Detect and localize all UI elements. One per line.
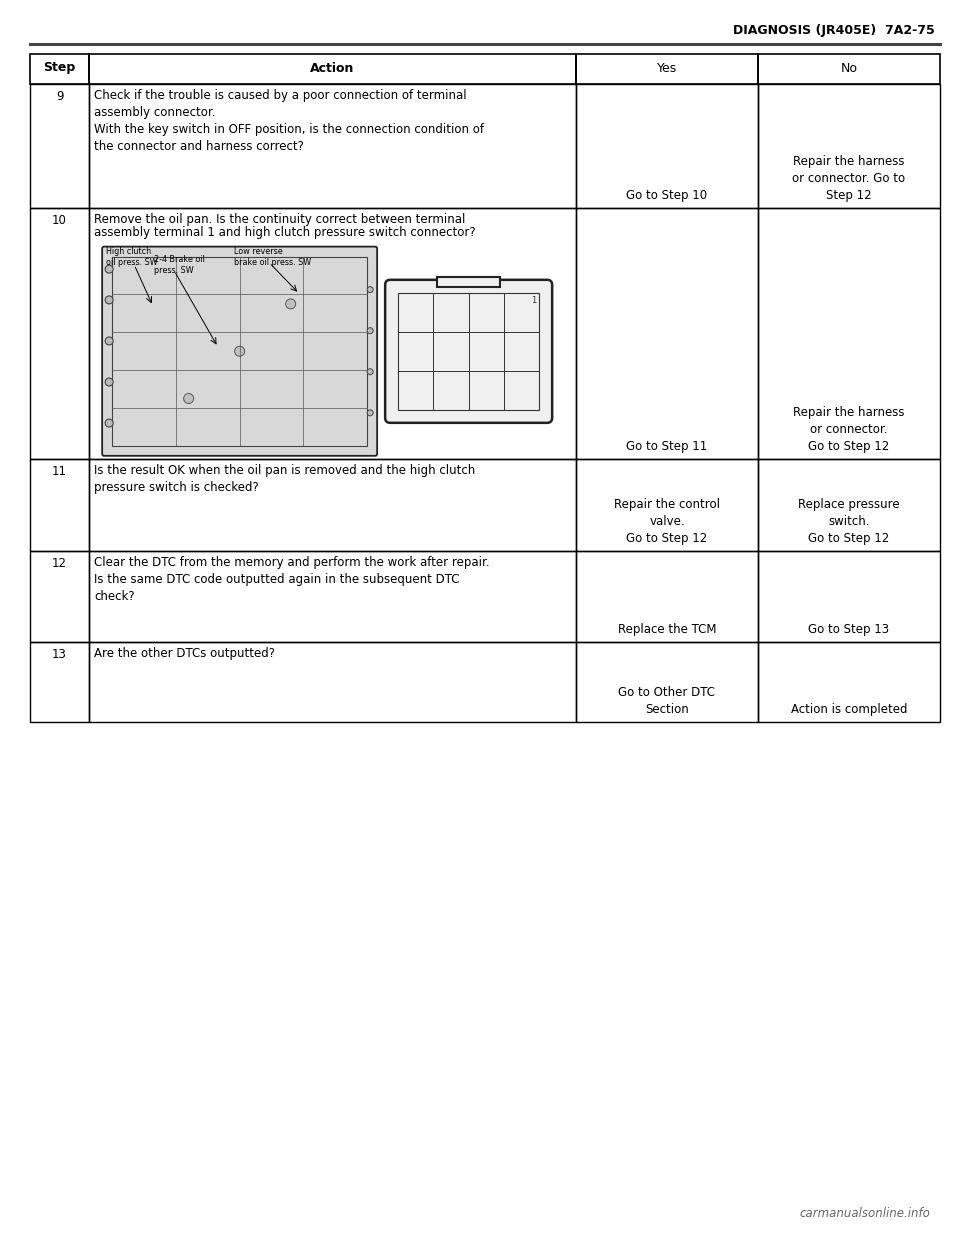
Bar [758, 53, 940, 84]
Bar [112, 257, 367, 446]
Circle shape [234, 347, 245, 356]
Bar [576, 84, 758, 207]
Circle shape [367, 287, 373, 293]
Text: Low reverse
brake oil press. SW: Low reverse brake oil press. SW [234, 247, 311, 267]
Bar [576, 207, 758, 458]
Text: 10: 10 [52, 214, 67, 226]
Bar [89, 550, 576, 642]
Text: 2-4 Brake oil
press. SW: 2-4 Brake oil press. SW [155, 255, 205, 276]
Text: Go to Step 13: Go to Step 13 [808, 623, 890, 636]
Text: Check if the trouble is caused by a poor connection of terminal
assembly connect: Check if the trouble is caused by a poor… [94, 89, 484, 153]
Text: Go to Step 10: Go to Step 10 [627, 189, 708, 201]
Bar [758, 207, 940, 458]
Text: Yes: Yes [657, 62, 677, 75]
Text: No: No [841, 62, 857, 75]
Text: Repair the harness
or connector. Go to
Step 12: Repair the harness or connector. Go to S… [792, 154, 905, 201]
Text: 1: 1 [531, 296, 536, 304]
Text: Replace the TCM: Replace the TCM [617, 623, 716, 636]
Text: Repair the harness
or connector.
Go to Step 12: Repair the harness or connector. Go to S… [793, 406, 904, 453]
Text: Are the other DTCs outputted?: Are the other DTCs outputted? [94, 647, 276, 661]
Text: 11: 11 [52, 465, 67, 478]
Text: Repair the control
valve.
Go to Step 12: Repair the control valve. Go to Step 12 [614, 498, 720, 544]
Bar [30, 642, 89, 722]
Text: 9: 9 [56, 89, 63, 103]
Circle shape [183, 394, 194, 404]
Text: Step: Step [43, 62, 76, 75]
Bar [89, 84, 576, 207]
Bar [398, 293, 540, 410]
Bar [437, 277, 500, 287]
Bar [89, 207, 576, 458]
Text: High clutch
oil press. SW: High clutch oil press. SW [107, 247, 157, 267]
Text: Clear the DTC from the memory and perform the work after repair.
Is the same DTC: Clear the DTC from the memory and perfor… [94, 555, 490, 602]
Text: Action: Action [310, 62, 355, 75]
FancyBboxPatch shape [102, 247, 377, 456]
Circle shape [106, 419, 113, 427]
Bar [89, 458, 576, 550]
Text: carmanualsonline.info: carmanualsonline.info [799, 1207, 930, 1220]
Circle shape [106, 265, 113, 273]
Bar [89, 53, 576, 84]
Bar [30, 550, 89, 642]
Bar [576, 458, 758, 550]
Bar [30, 207, 89, 458]
Bar [89, 642, 576, 722]
Text: 12: 12 [52, 556, 67, 570]
Bar [576, 642, 758, 722]
Text: Remove the oil pan. Is the continuity correct between terminal: Remove the oil pan. Is the continuity co… [94, 212, 466, 226]
Circle shape [106, 337, 113, 345]
Circle shape [367, 410, 373, 416]
Circle shape [106, 378, 113, 386]
Circle shape [367, 328, 373, 334]
Text: Is the result OK when the oil pan is removed and the high clutch
pressure switch: Is the result OK when the oil pan is rem… [94, 463, 475, 494]
Bar [30, 53, 89, 84]
Text: Go to Other DTC
Section: Go to Other DTC Section [618, 686, 715, 715]
Text: Action is completed: Action is completed [791, 703, 907, 715]
Circle shape [286, 299, 296, 309]
FancyBboxPatch shape [385, 279, 552, 422]
Bar [576, 550, 758, 642]
Text: 13: 13 [52, 648, 67, 661]
Text: Go to Step 11: Go to Step 11 [626, 440, 708, 453]
Bar [576, 53, 758, 84]
Bar [758, 642, 940, 722]
Text: assembly terminal 1 and high clutch pressure switch connector?: assembly terminal 1 and high clutch pres… [94, 226, 476, 238]
Text: DIAGNOSIS (JR405E)  7A2-75: DIAGNOSIS (JR405E) 7A2-75 [733, 24, 935, 37]
Circle shape [106, 296, 113, 304]
Text: Replace pressure
switch.
Go to Step 12: Replace pressure switch. Go to Step 12 [798, 498, 900, 544]
Circle shape [367, 369, 373, 375]
Bar [30, 84, 89, 207]
Bar [758, 84, 940, 207]
Bar [758, 550, 940, 642]
Bar [758, 458, 940, 550]
Bar [30, 458, 89, 550]
